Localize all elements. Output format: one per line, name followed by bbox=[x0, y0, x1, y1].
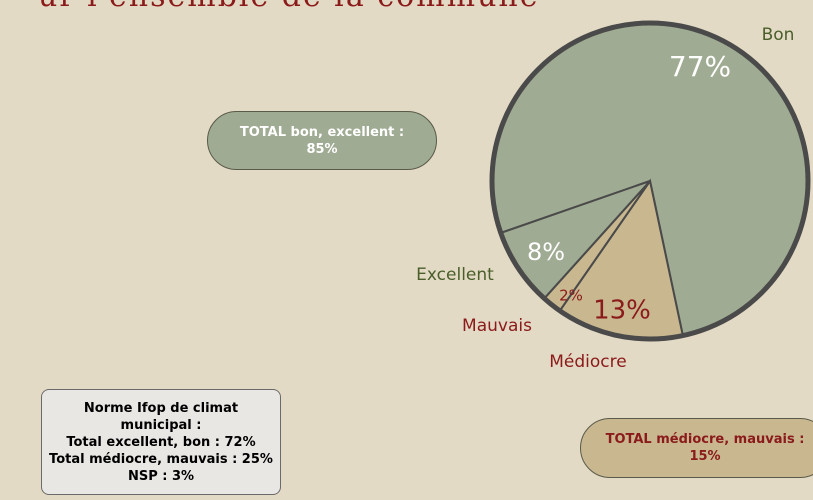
annotation-line: Total excellent, bon : 72% bbox=[66, 434, 256, 450]
annotation-line: TOTAL bon, excellent : bbox=[239, 124, 405, 140]
slice-label: Médiocre bbox=[549, 352, 626, 372]
annotation-line: Total médiocre, mauvais : 25% bbox=[49, 451, 273, 467]
chart-title: ur l'ensemble de la commune bbox=[38, 0, 539, 14]
annotation-line: 15% bbox=[689, 449, 721, 464]
total-negative: TOTAL médiocre, mauvais : 15% bbox=[580, 418, 813, 478]
value-label: 13% bbox=[593, 296, 651, 326]
annotation-line: municipal : bbox=[120, 417, 202, 433]
pie-rim bbox=[489, 20, 811, 342]
annotation-line: NSP : 3% bbox=[127, 468, 195, 484]
norm-box: Norme Ifop de climat municipal : Total exc… bbox=[41, 389, 281, 495]
slice-label: Mauvais bbox=[462, 316, 532, 336]
value-label: 77% bbox=[669, 50, 731, 83]
slice-label: Excellent bbox=[416, 265, 494, 285]
total-positive: TOTAL bon, excellent :85% bbox=[207, 111, 437, 170]
annotation-line: Norme Ifop de climat bbox=[83, 400, 239, 416]
value-label: 2% bbox=[559, 287, 583, 305]
annotation-line: TOTAL médiocre, mauvais : bbox=[605, 432, 805, 447]
slice-label: Bon bbox=[762, 25, 795, 45]
value-label: 8% bbox=[527, 238, 565, 266]
annotation-line: 85% bbox=[306, 141, 338, 157]
